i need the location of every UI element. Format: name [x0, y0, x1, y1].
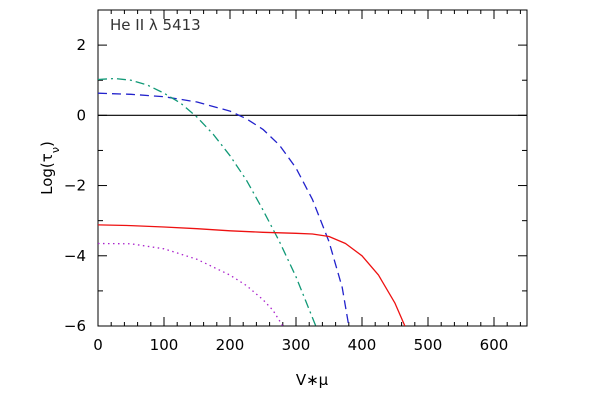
y-tick-label-2: 2	[76, 36, 86, 54]
x-tick-label-100: 100	[150, 336, 179, 354]
x-tick-label-300: 300	[282, 336, 311, 354]
y-tick-label--6: −6	[64, 317, 86, 335]
x-tick-label-600: 600	[480, 336, 509, 354]
series-line-2	[98, 77, 317, 326]
x-tick-label-400: 400	[348, 336, 377, 354]
x-tick-label-200: 200	[216, 336, 245, 354]
plot-frame	[97, 9, 528, 327]
y-tick-label-0: 0	[76, 106, 86, 124]
x-tick-label-500: 500	[414, 336, 443, 354]
y-axis-label: Log(τν)	[38, 141, 62, 195]
y-tick-label--2: −2	[64, 177, 86, 195]
x-tick-label-0: 0	[93, 336, 103, 354]
x-axis-label: V∗μ	[296, 371, 329, 389]
series-line-4	[98, 242, 284, 326]
series-line-3	[98, 224, 406, 326]
series-line-1	[98, 92, 350, 326]
chart-annotation: He II λ 5413	[110, 16, 201, 34]
y-tick-label--4: −4	[64, 247, 86, 265]
